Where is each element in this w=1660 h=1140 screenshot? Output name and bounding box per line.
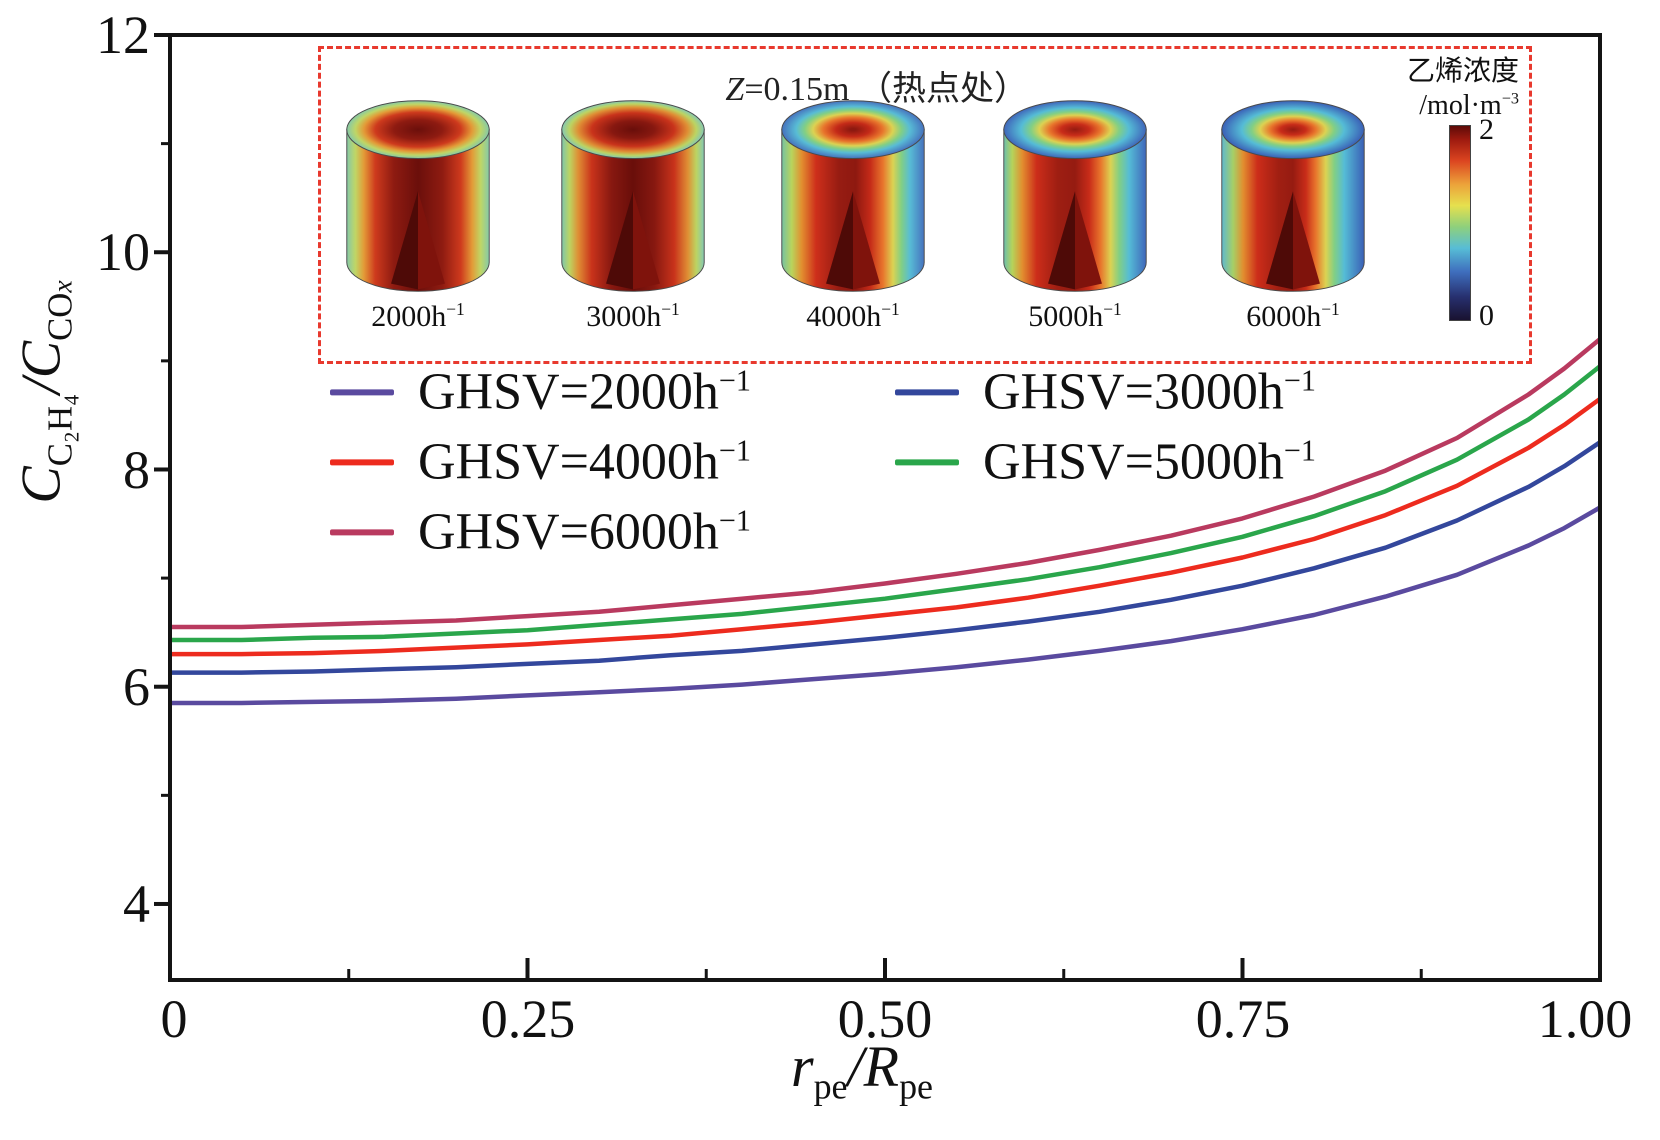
- x-tick-label-025: 0.25: [480, 989, 576, 1049]
- colorbar-max-label: 2: [1479, 113, 1494, 146]
- y-tick-label-8: 8: [123, 440, 150, 500]
- cylinder-label-6000: 6000h−1: [1246, 299, 1340, 333]
- cylinder-render-2000: [338, 95, 498, 299]
- y-label-co: CO: [40, 292, 80, 341]
- cylinder-2000: 2000h−1: [333, 95, 503, 332]
- inset-panel: Z=0.15m （热点处） 2000h−1 3000h−1 4000h−1 50…: [318, 46, 1532, 364]
- y-label-x: x: [47, 280, 79, 293]
- x-label-r: r: [790, 1034, 814, 1099]
- cylinder-label-3000: 3000h−1: [586, 299, 680, 333]
- legend-item-5000: GHSV=5000h−1: [895, 435, 1316, 488]
- cylinder-label-2000: 2000h−1: [371, 299, 465, 333]
- x-tick-label-075: 0.75: [1195, 989, 1291, 1049]
- x-axis-label: rpe/Rpe: [791, 1038, 933, 1106]
- cylinder-4000: 4000h−1: [768, 95, 938, 332]
- y-label-slash: /: [10, 378, 73, 394]
- x-tick-label-0: 0: [160, 989, 188, 1049]
- y-label-c1: C: [10, 466, 73, 504]
- cylinder-label-4000: 4000h−1: [806, 299, 900, 333]
- cylinder-render-6000: [1213, 95, 1373, 299]
- legend-label-6000: GHSV=6000h−1: [418, 503, 751, 561]
- y-tick-label-4: 4: [123, 874, 150, 934]
- legend-line-sample-6000: [330, 528, 394, 535]
- colorbar: [1449, 125, 1471, 321]
- x-label-R: R: [863, 1034, 900, 1099]
- legend-item-2000: GHSV=2000h−1: [330, 365, 751, 418]
- x-label-r-sub: pe: [813, 1066, 848, 1107]
- x-tick-label-100: 1.00: [1537, 989, 1633, 1049]
- x-label-R-sub: pe: [899, 1066, 934, 1107]
- legend-line-sample-2000: [330, 388, 394, 395]
- legend-item-3000: GHSV=3000h−1: [895, 365, 1316, 418]
- x-tick-label-050: 0.50: [837, 989, 933, 1049]
- legend-line-sample-4000: [330, 458, 394, 465]
- x-label-slash: /: [847, 1034, 864, 1099]
- legend-item-4000: GHSV=4000h−1: [330, 435, 751, 488]
- y-tick-label-6: 6: [123, 657, 150, 717]
- y-tick-label-10: 10: [96, 222, 150, 282]
- legend-line-sample-5000: [895, 458, 959, 465]
- y-axis-label: CC₂H₄/CCOx: [10, 280, 80, 504]
- cylinder-render-4000: [773, 95, 933, 299]
- cylinder-6000: 6000h−1: [1208, 95, 1378, 332]
- legend-label-4000: GHSV=4000h−1: [418, 433, 751, 491]
- cylinder-render-5000: [995, 95, 1155, 299]
- colorbar-min-label: 0: [1479, 299, 1494, 332]
- y-tick-label-12: 12: [96, 5, 150, 65]
- legend-item-6000: GHSV=6000h−1: [330, 505, 751, 558]
- cylinder-5000: 5000h−1: [990, 95, 1160, 332]
- legend-line-sample-3000: [895, 388, 959, 395]
- y-label-c1-sub: C₂H₄: [40, 393, 80, 467]
- colorbar-label: 乙烯浓度 /mol·m−3: [1407, 55, 1519, 122]
- legend-label-3000: GHSV=3000h−1: [983, 363, 1316, 421]
- legend-label-5000: GHSV=5000h−1: [983, 433, 1316, 491]
- legend-label-2000: GHSV=2000h−1: [418, 363, 751, 421]
- cylinder-label-5000: 5000h−1: [1028, 299, 1122, 333]
- colorbar-label-line1: 乙烯浓度: [1406, 56, 1519, 87]
- y-label-c2: C: [10, 340, 73, 379]
- cylinder-render-3000: [553, 95, 713, 299]
- inset-title: Z=0.15m （热点处）: [725, 71, 1028, 108]
- colorbar-label-line2: /mol·m−3: [1419, 89, 1519, 121]
- cylinder-3000: 3000h−1: [548, 95, 718, 332]
- y-label-c2-sub: COx: [41, 280, 80, 341]
